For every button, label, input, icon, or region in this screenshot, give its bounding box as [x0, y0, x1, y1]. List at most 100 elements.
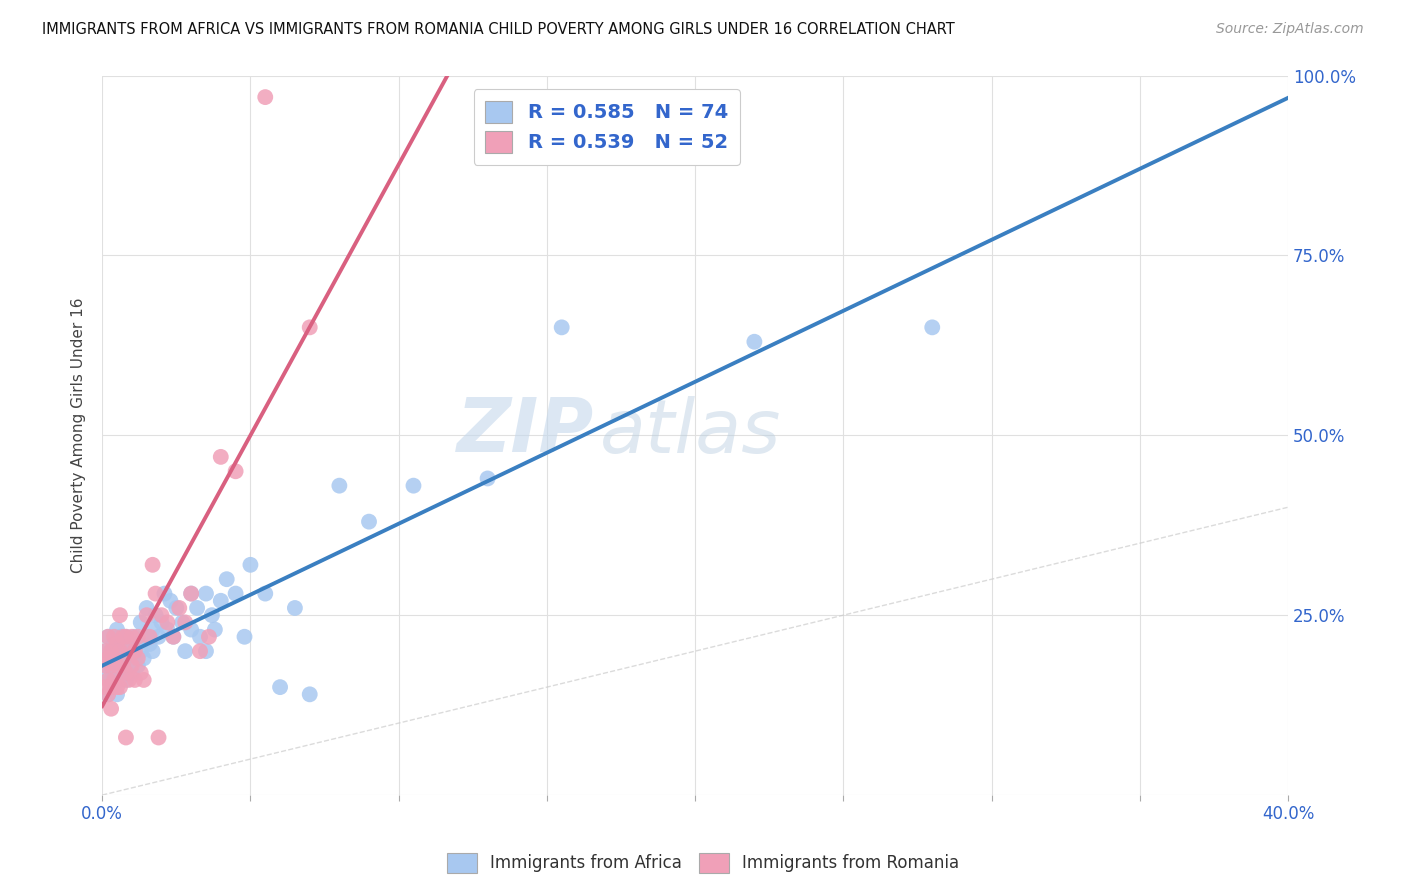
- Point: [103, 651, 125, 665]
- Point: [118, 637, 141, 651]
- Point: [100, 644, 122, 658]
- Point: [105, 680, 128, 694]
- Point: [94, 644, 117, 658]
- Point: [124, 630, 146, 644]
- Point: [744, 334, 766, 349]
- Point: [159, 594, 181, 608]
- Point: [209, 594, 232, 608]
- Point: [103, 630, 125, 644]
- Point: [105, 637, 128, 651]
- Point: [198, 630, 221, 644]
- Point: [921, 320, 943, 334]
- Point: [127, 637, 149, 651]
- Point: [188, 630, 211, 644]
- Point: [94, 658, 117, 673]
- Point: [135, 608, 157, 623]
- Point: [233, 630, 256, 644]
- Point: [108, 673, 131, 687]
- Point: [180, 586, 202, 600]
- Point: [129, 665, 152, 680]
- Point: [194, 586, 217, 600]
- Point: [129, 644, 152, 658]
- Point: [124, 673, 146, 687]
- Point: [100, 644, 122, 658]
- Point: [94, 665, 117, 680]
- Point: [111, 658, 134, 673]
- Point: [121, 665, 143, 680]
- Point: [138, 630, 160, 644]
- Point: [186, 601, 208, 615]
- Point: [142, 644, 165, 658]
- Point: [180, 586, 202, 600]
- Point: [225, 586, 247, 600]
- Point: [239, 558, 262, 572]
- Point: [111, 644, 134, 658]
- Point: [145, 586, 167, 600]
- Point: [108, 608, 131, 623]
- Point: [145, 608, 167, 623]
- Point: [165, 601, 187, 615]
- Point: [225, 464, 247, 478]
- Point: [121, 644, 143, 658]
- Point: [188, 644, 211, 658]
- Point: [169, 601, 191, 615]
- Point: [142, 558, 165, 572]
- Point: [150, 608, 173, 623]
- Text: IMMIGRANTS FROM AFRICA VS IMMIGRANTS FROM ROMANIA CHILD POVERTY AMONG GIRLS UNDE: IMMIGRANTS FROM AFRICA VS IMMIGRANTS FRO…: [42, 22, 955, 37]
- Point: [162, 630, 184, 644]
- Point: [172, 615, 194, 630]
- Point: [284, 601, 307, 615]
- Point: [174, 615, 197, 630]
- Point: [124, 644, 146, 658]
- Point: [298, 687, 321, 701]
- Text: atlas: atlas: [600, 396, 782, 467]
- Point: [153, 586, 176, 600]
- Point: [328, 478, 350, 492]
- Point: [204, 623, 226, 637]
- Point: [97, 630, 120, 644]
- Point: [115, 630, 138, 644]
- Point: [174, 644, 197, 658]
- Point: [121, 658, 143, 673]
- Point: [97, 651, 120, 665]
- Point: [194, 644, 217, 658]
- Point: [103, 673, 125, 687]
- Point: [215, 572, 238, 586]
- Point: [402, 478, 425, 492]
- Point: [121, 630, 143, 644]
- Point: [127, 651, 149, 665]
- Point: [108, 644, 131, 658]
- Point: [108, 651, 131, 665]
- Point: [254, 90, 277, 104]
- Point: [118, 658, 141, 673]
- Point: [129, 615, 152, 630]
- Point: [100, 658, 122, 673]
- Point: [94, 680, 117, 694]
- Point: [156, 615, 179, 630]
- Point: [124, 651, 146, 665]
- Point: [138, 637, 160, 651]
- Point: [100, 680, 122, 694]
- Point: [156, 623, 179, 637]
- Point: [148, 630, 170, 644]
- Text: ZIP: ZIP: [457, 395, 595, 468]
- Point: [111, 665, 134, 680]
- Point: [132, 651, 155, 665]
- Point: [132, 673, 155, 687]
- Point: [357, 515, 380, 529]
- Point: [105, 658, 128, 673]
- Point: [162, 630, 184, 644]
- Point: [111, 630, 134, 644]
- Point: [105, 644, 128, 658]
- Point: [115, 665, 138, 680]
- Point: [100, 702, 122, 716]
- Point: [105, 658, 128, 673]
- Point: [209, 450, 232, 464]
- Point: [118, 673, 141, 687]
- Y-axis label: Child Poverty Among Girls Under 16: Child Poverty Among Girls Under 16: [72, 298, 86, 573]
- Point: [103, 637, 125, 651]
- Point: [100, 680, 122, 694]
- Point: [135, 601, 157, 615]
- Point: [148, 731, 170, 745]
- Point: [115, 731, 138, 745]
